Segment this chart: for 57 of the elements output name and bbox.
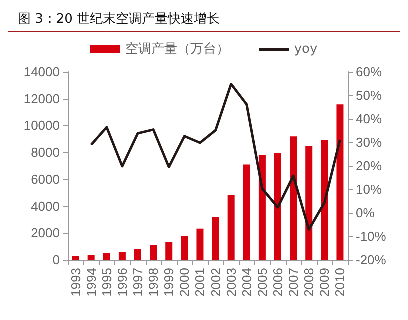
bar <box>228 195 235 260</box>
y2-tick-label: 30% <box>356 135 382 150</box>
x-tick-label: 2006 <box>270 268 286 297</box>
x-tick-label: 2009 <box>317 268 332 297</box>
bar <box>243 164 250 260</box>
bar <box>212 217 220 260</box>
bar <box>321 140 328 260</box>
x-tick-label: 2000 <box>177 268 192 297</box>
bar <box>134 249 142 260</box>
x-tick-label: 2001 <box>192 268 208 297</box>
y-tick-label: 6000 <box>31 172 60 187</box>
bar <box>150 245 158 260</box>
x-tick-label: 2007 <box>286 268 302 297</box>
bar <box>258 155 266 260</box>
x-tick-label: 1994 <box>84 268 99 297</box>
bar <box>290 136 298 260</box>
y2-tick-label: 40% <box>356 112 382 126</box>
y-tick-label: 8000 <box>31 145 60 160</box>
bar <box>118 252 126 260</box>
y-tick-label: 12000 <box>24 91 60 106</box>
y-tick-label: 10000 <box>24 118 60 134</box>
y2-tick-label: 50% <box>356 88 382 103</box>
bar <box>274 152 282 260</box>
x-tick-label: 2010 <box>332 268 348 297</box>
line-series <box>90 82 342 231</box>
y2-tick-label: 10% <box>356 182 382 197</box>
legend-label: yoy <box>294 42 318 57</box>
x-tick-label: 1998 <box>146 268 162 297</box>
legend-label: 空调产量（万台） <box>125 42 230 57</box>
x-tick-label: 1995 <box>99 268 114 297</box>
bar <box>72 256 80 260</box>
y2-tick-label: -10% <box>356 229 387 244</box>
y2-tick-label: 0% <box>356 206 376 220</box>
chart-title: 图 3：20 世纪末空调产量快速增长 <box>8 8 400 32</box>
bar <box>196 228 204 260</box>
x-tick-label: 1996 <box>114 268 130 297</box>
y2-tick-label: 20% <box>356 158 382 174</box>
x-tick-label: 1993 <box>68 268 84 297</box>
y-tick-label: 14000 <box>24 64 60 80</box>
bar <box>88 255 95 260</box>
bar <box>181 236 188 260</box>
bar <box>306 146 313 260</box>
x-tick-label: 2008 <box>302 268 317 297</box>
x-tick-label: 1999 <box>162 268 177 297</box>
bar <box>336 104 344 260</box>
y-tick-label: 2000 <box>31 226 60 241</box>
x-tick-label: 2004 <box>239 268 254 297</box>
y-tick-label: 4000 <box>31 198 60 214</box>
y2-tick-label: -20% <box>356 252 387 268</box>
bar <box>166 242 173 260</box>
y-tick-label: 0 <box>52 252 60 268</box>
x-tick-label: 2003 <box>224 268 239 297</box>
x-tick-label: 1997 <box>130 268 146 297</box>
y2-tick-label: 60% <box>356 64 382 80</box>
bar <box>103 253 110 260</box>
x-tick-label: 2002 <box>208 268 224 297</box>
x-tick-label: 2005 <box>254 268 270 297</box>
